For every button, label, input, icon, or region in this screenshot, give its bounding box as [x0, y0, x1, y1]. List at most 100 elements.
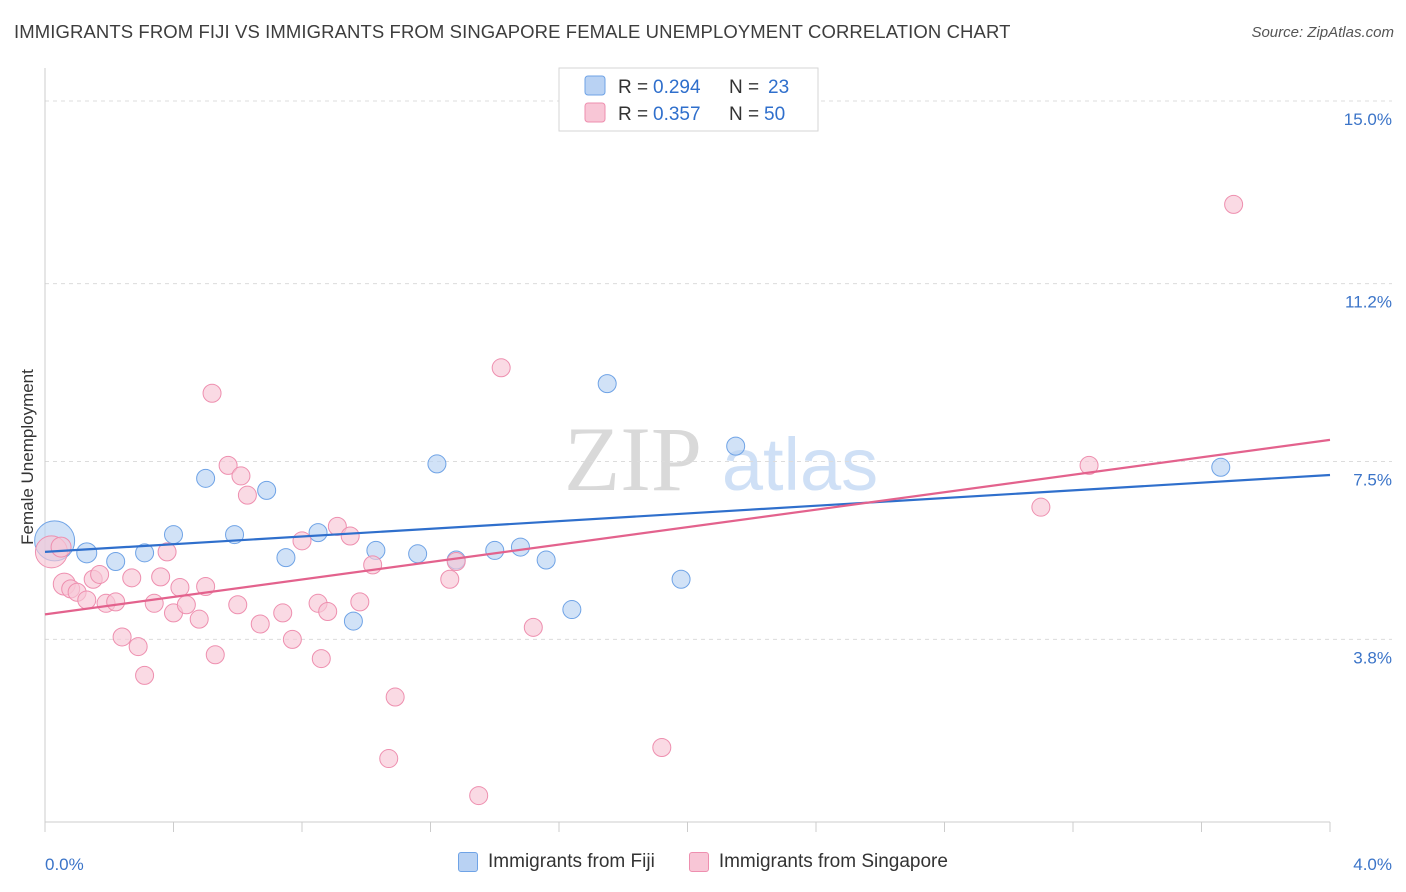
- singapore-point: [189, 609, 209, 629]
- singapore-point: [122, 568, 142, 588]
- y-tick-label: 3.8%: [1353, 648, 1392, 667]
- watermark-zip: ZIP: [564, 408, 702, 510]
- singapore-trend-line: [44, 438, 1331, 616]
- singapore-point: [1224, 194, 1244, 214]
- fiji-point: [671, 569, 691, 589]
- data-points: [34, 194, 1244, 806]
- fiji-point: [76, 542, 98, 564]
- singapore-point: [228, 595, 248, 615]
- singapore-point: [292, 531, 312, 551]
- legend-r-label-singapore: R =: [618, 104, 648, 125]
- gridlines: [45, 100, 1392, 640]
- singapore-point: [231, 466, 251, 486]
- fiji-point: [427, 454, 447, 474]
- fiji-point: [510, 537, 530, 557]
- singapore-point: [112, 627, 132, 647]
- singapore-point: [318, 601, 338, 621]
- singapore-point: [151, 567, 171, 587]
- singapore-point: [170, 577, 190, 597]
- axes: [44, 68, 1331, 832]
- singapore-point: [273, 603, 293, 623]
- fiji-point: [196, 468, 216, 488]
- singapore-point: [218, 455, 238, 475]
- singapore-point: [446, 551, 466, 571]
- legend-label-fiji: Immigrants from Fiji: [488, 851, 655, 872]
- singapore-point: [440, 569, 460, 589]
- legend-n-value-singapore: 50: [764, 104, 785, 125]
- singapore-point: [128, 637, 148, 657]
- fiji-point: [726, 436, 746, 456]
- singapore-point: [135, 665, 155, 685]
- singapore-point: [202, 383, 222, 403]
- singapore-point: [90, 564, 110, 584]
- singapore-point: [652, 738, 672, 757]
- fiji-point: [485, 540, 505, 560]
- legend-n-value-fiji: 23: [768, 77, 789, 98]
- singapore-point: [205, 645, 225, 665]
- x-tick-label: 4.0%: [1353, 855, 1392, 874]
- trend-lines: [44, 438, 1331, 616]
- legend-label-singapore: Immigrants from Singapore: [718, 851, 948, 872]
- fiji-point: [1211, 457, 1231, 477]
- fiji-point: [106, 551, 126, 571]
- singapore-point: [491, 358, 511, 378]
- watermark-atlas: atlas: [722, 423, 878, 506]
- legend-n-label-fiji: N =: [729, 77, 759, 98]
- singapore-point: [385, 687, 405, 707]
- singapore-swatch: [688, 852, 709, 872]
- singapore-point: [350, 592, 370, 612]
- y-tick-label: 11.2%: [1345, 293, 1392, 312]
- y-axis-label: Female Unemployment: [18, 369, 37, 545]
- singapore-point: [157, 542, 177, 562]
- y-tick-labels: 3.8% 7.5% 11.2% 15.0%: [1344, 110, 1392, 667]
- fiji-point: [308, 523, 328, 543]
- legend-r-value-fiji: 0.294: [653, 77, 701, 98]
- singapore-point: [250, 614, 270, 634]
- x-tick-label: 0.0%: [45, 855, 84, 874]
- legend-swatch-singapore: [584, 102, 606, 123]
- fiji-trend-line: [44, 473, 1331, 553]
- legend-swatch-fiji: [584, 75, 606, 96]
- singapore-point: [176, 595, 196, 615]
- fiji-point: [135, 543, 155, 563]
- singapore-point: [469, 786, 489, 806]
- singapore-point: [523, 617, 543, 637]
- singapore-point: [379, 749, 399, 769]
- legend-r-value-singapore: 0.357: [653, 104, 701, 125]
- source-label: Source: ZipAtlas.com: [1251, 24, 1394, 41]
- singapore-point: [311, 649, 331, 669]
- fiji-point: [343, 611, 363, 631]
- fiji-points: [34, 374, 1231, 631]
- legend-n-label-singapore: N =: [729, 104, 759, 125]
- fiji-swatch: [458, 852, 479, 872]
- fiji-point: [536, 550, 556, 570]
- x-tick-labels: 0.0% 4.0%: [45, 855, 1392, 874]
- bottom-legend: Immigrants from Fiji Immigrants from Sin…: [0, 851, 1406, 873]
- singapore-point: [50, 536, 72, 558]
- fiji-point: [225, 525, 245, 545]
- legend-item-singapore[interactable]: Immigrants from Singapore: [688, 851, 948, 873]
- y-tick-label: 15.0%: [1344, 110, 1392, 129]
- singapore-point: [1031, 497, 1051, 517]
- singapore-point: [237, 485, 257, 505]
- fiji-point: [164, 525, 183, 545]
- watermark: ZIP atlas: [564, 408, 878, 510]
- y-tick-label: 7.5%: [1353, 471, 1392, 490]
- fiji-point: [408, 544, 428, 564]
- fiji-point: [276, 548, 296, 568]
- singapore-point: [282, 629, 302, 649]
- fiji-point: [597, 374, 617, 394]
- singapore-point: [144, 593, 164, 613]
- fiji-point: [562, 600, 582, 620]
- singapore-point: [340, 526, 360, 546]
- chart-title: IMMIGRANTS FROM FIJI VS IMMIGRANTS FROM …: [14, 21, 1011, 42]
- singapore-point: [1079, 455, 1099, 475]
- legend-box: R = 0.294 N = 23 R = 0.357 N = 50: [558, 67, 819, 132]
- singapore-point: [106, 592, 126, 612]
- legend-r-label-fiji: R =: [618, 77, 648, 98]
- singapore-point: [77, 590, 97, 610]
- fiji-point: [257, 480, 277, 500]
- singapore-points: [34, 194, 1244, 806]
- legend-item-fiji[interactable]: Immigrants from Fiji: [458, 851, 655, 873]
